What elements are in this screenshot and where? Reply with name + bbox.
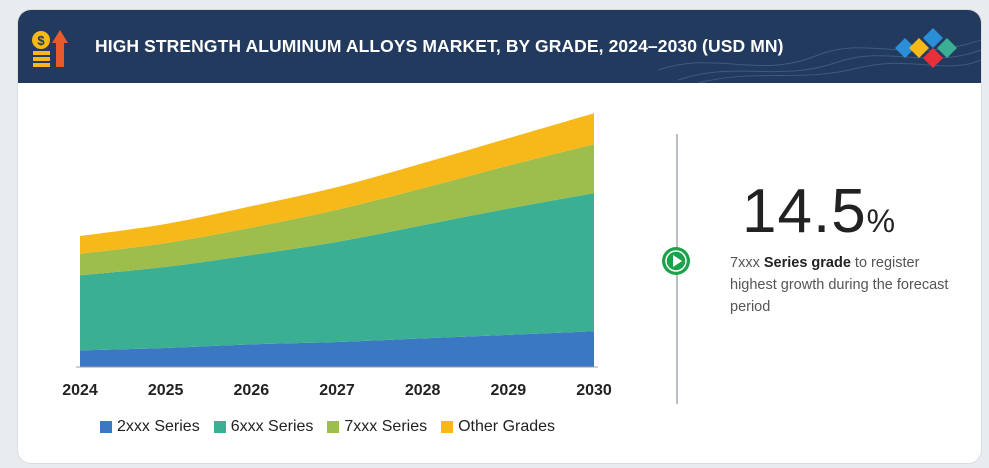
stacked-area-chart: 2024 2025 2026 2027 2028 2029 2030 xyxy=(62,113,612,399)
infographic-card: $ HIGH STRENGTH ALUMINUM ALLOYS MARKET, … xyxy=(17,9,982,464)
growth-description: 7xxx Series grade to register highest gr… xyxy=(730,252,960,318)
legend-swatch xyxy=(327,421,340,433)
brand-diamonds-icon xyxy=(895,28,957,68)
x-tick-label: 2027 xyxy=(319,382,355,399)
legend-label: 6xxx Series xyxy=(230,418,314,435)
area-series-6xxx-series xyxy=(80,193,594,351)
desc-bold: Series grade xyxy=(763,255,851,271)
x-tick-label: 2024 xyxy=(62,382,98,399)
legend-label: Other Grades xyxy=(458,418,556,435)
play-arrow-icon xyxy=(662,247,690,275)
desc-prefix: 7xxx xyxy=(730,255,764,271)
header-banner: $ HIGH STRENGTH ALUMINUM ALLOYS MARKET, … xyxy=(18,10,981,83)
legend-item: 2xxx Series xyxy=(100,418,200,436)
area-series-2xxx-series xyxy=(80,331,594,367)
legend-item: 7xxx Series xyxy=(327,418,427,436)
area-series-7xxx-series xyxy=(80,144,594,276)
legend-item: 6xxx Series xyxy=(213,418,314,436)
legend-swatch xyxy=(213,421,226,433)
svg-text:$: $ xyxy=(37,33,45,48)
coin-growth-icon: $ xyxy=(32,30,68,67)
chart-legend: 2xxx Series 6xxx Series 7xxx Series Other G… xyxy=(100,418,555,436)
growth-value: 14.5 xyxy=(742,177,867,246)
legend-label: 7xxx Series xyxy=(344,418,428,435)
x-tick-label: 2026 xyxy=(234,382,270,399)
desc-suffix: to register highest growth during the fo… xyxy=(730,255,949,315)
x-tick-label: 2029 xyxy=(491,382,527,399)
x-tick-label: 2025 xyxy=(148,382,184,399)
legend-label: 2xxx Series xyxy=(117,418,200,435)
legend-swatch xyxy=(441,421,454,433)
area-series-other-grades xyxy=(80,113,594,254)
growth-unit: % xyxy=(866,203,896,239)
growth-stat: 14.5% xyxy=(742,176,895,247)
x-tick-label: 2030 xyxy=(576,382,612,399)
x-tick-label: 2028 xyxy=(405,382,441,399)
legend-swatch xyxy=(100,421,112,433)
legend-item: Other Grades xyxy=(441,418,555,436)
page-title: HIGH STRENGTH ALUMINUM ALLOYS MARKET, BY… xyxy=(95,36,784,56)
